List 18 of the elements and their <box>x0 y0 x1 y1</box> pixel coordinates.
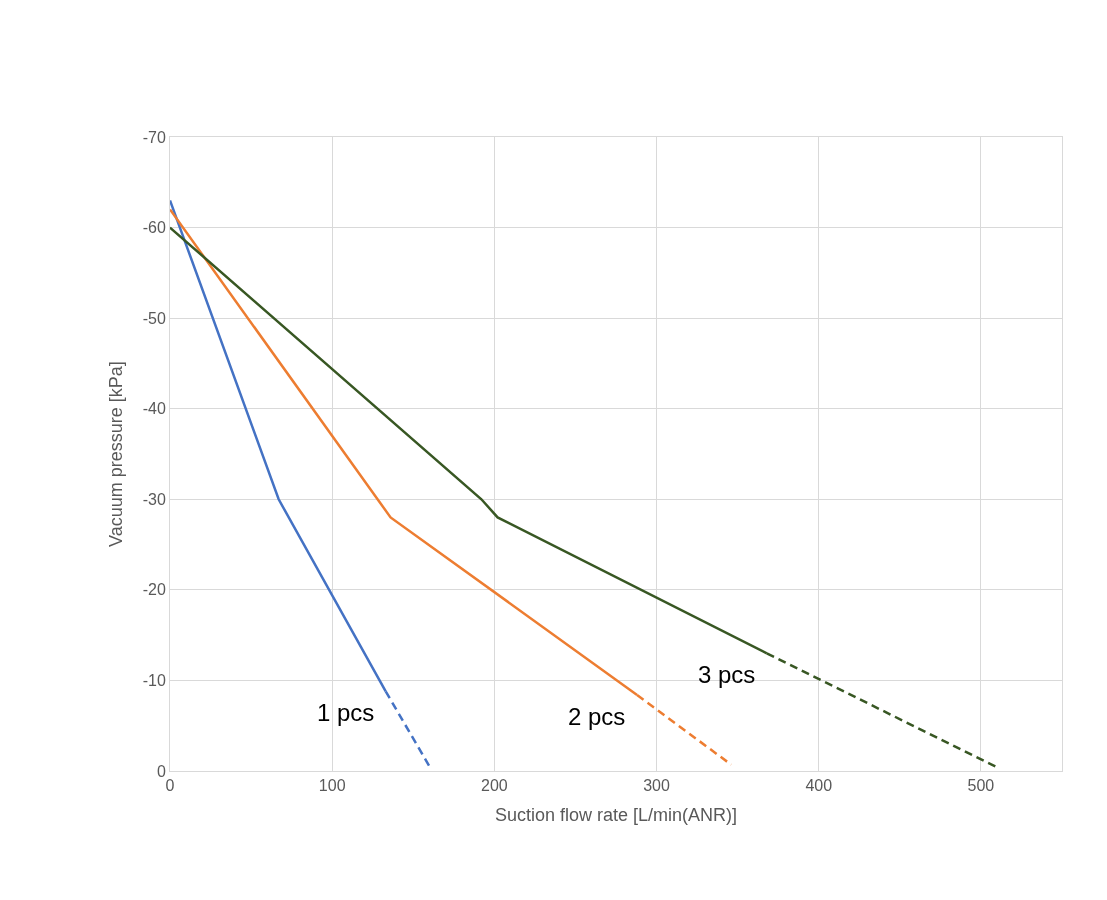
series-label: 1 pcs <box>317 699 375 726</box>
y-tick-label: -20 <box>142 581 166 599</box>
series-label: 3 pcs <box>698 661 756 688</box>
x-tick-label: 400 <box>805 777 833 795</box>
y-tick-label: -30 <box>142 490 166 508</box>
x-tick-label: 100 <box>318 777 346 795</box>
series-label: 2 pcs <box>568 703 626 730</box>
x-tick-label: 300 <box>643 777 670 795</box>
y-tick-label: -10 <box>142 672 166 690</box>
y-tick-label: -50 <box>142 309 166 327</box>
y-tick-label: -70 <box>142 128 166 146</box>
y-tick-label: 0 <box>156 762 166 780</box>
y-axis-title: Vacuum pressure [kPa] <box>105 361 126 547</box>
y-tick-label: -60 <box>142 219 166 237</box>
x-axis-title: Suction flow rate [L/min(ANR)] <box>494 805 738 826</box>
x-tick-label: 500 <box>967 777 995 795</box>
x-tick-label: 200 <box>481 777 508 795</box>
y-tick-label: -40 <box>142 400 166 418</box>
